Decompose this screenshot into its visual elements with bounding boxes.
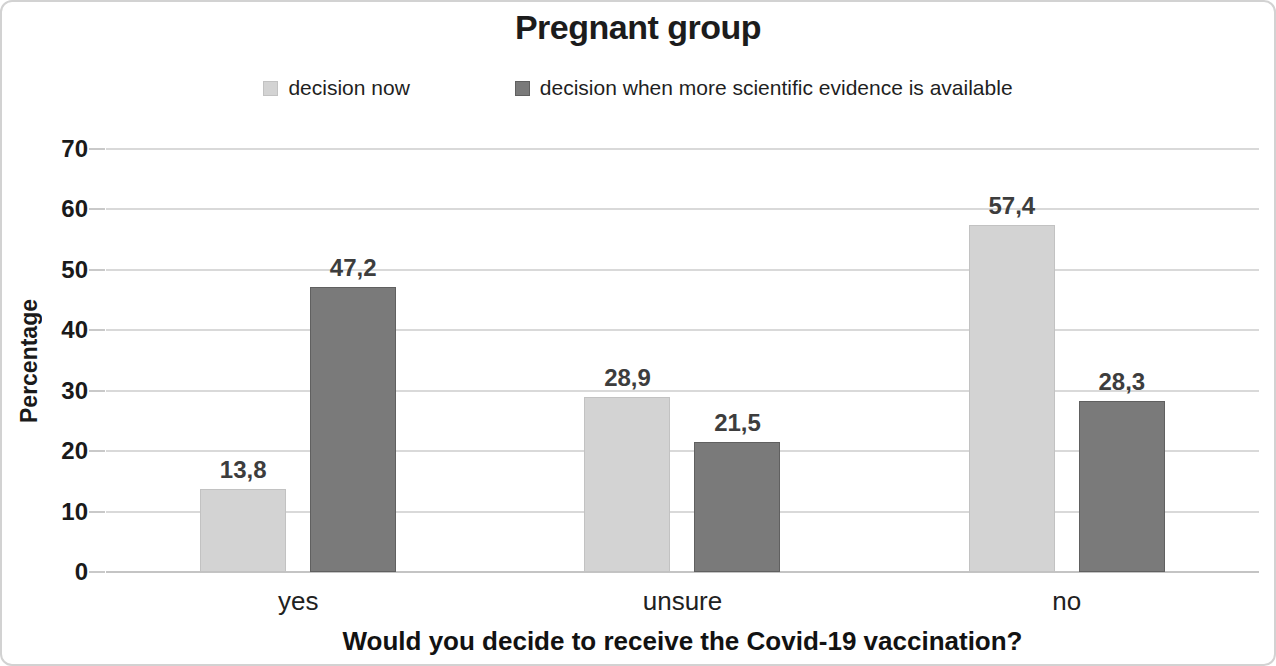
y-tick — [89, 329, 105, 331]
category-label-no: no — [875, 588, 1259, 614]
y-tick-label: 0 — [75, 560, 88, 584]
category-label-unsure: unsure — [490, 588, 874, 614]
category-label-yes: yes — [106, 588, 490, 614]
bar-wrap: 21,5 — [694, 442, 780, 572]
category-group-no: 57,4 28,3 — [875, 149, 1259, 572]
bar-wrap: 28,3 — [1079, 401, 1165, 572]
bar-no-series-0 — [969, 225, 1055, 572]
chart-title: Pregnant group — [2, 8, 1274, 47]
y-tick-label: 50 — [61, 258, 88, 282]
y-tick-label: 70 — [61, 137, 88, 161]
data-label-no-series-1: 28,3 — [1098, 370, 1145, 394]
bar-wrap: 28,9 — [584, 397, 670, 572]
y-tick — [89, 390, 105, 392]
y-tick — [89, 450, 105, 452]
data-label-yes-series-1: 47,2 — [330, 256, 377, 280]
y-tick — [89, 571, 105, 573]
bar-yes-series-1 — [310, 287, 396, 572]
category-group-yes: 13,8 47,2 — [106, 149, 490, 572]
y-tick — [89, 208, 105, 210]
bar-no-series-1 — [1079, 401, 1165, 572]
bar-unsure-series-0 — [584, 397, 670, 572]
bar-unsure-series-1 — [694, 442, 780, 572]
plot-area: 010203040506070yes13,847,2unsure28,921,5… — [106, 149, 1259, 572]
x-axis-title: Would you decide to receive the Covid-19… — [106, 628, 1259, 654]
category-group-unsure: 28,9 21,5 — [490, 149, 874, 572]
chart-card: Pregnant group decision now decision whe… — [0, 0, 1276, 666]
legend-swatch-light-icon — [263, 81, 278, 96]
y-axis-title: Percentage — [12, 149, 46, 572]
legend-label-decision-now: decision now — [288, 76, 409, 100]
y-tick — [89, 511, 105, 513]
y-tick — [89, 148, 105, 150]
legend-item-decision-now: decision now — [263, 76, 409, 100]
bar-yes-series-0 — [200, 489, 286, 572]
bar-wrap: 57,4 — [969, 225, 1055, 572]
y-tick — [89, 269, 105, 271]
y-tick-label: 10 — [61, 500, 88, 524]
y-tick-label: 30 — [61, 379, 88, 403]
data-label-unsure-series-0: 28,9 — [604, 366, 651, 390]
y-tick-label: 40 — [61, 318, 88, 342]
data-label-yes-series-0: 13,8 — [220, 458, 267, 482]
legend-swatch-dark-icon — [515, 81, 530, 96]
y-tick-label: 60 — [61, 197, 88, 221]
legend-item-more-evidence: decision when more scientific evidence i… — [515, 76, 1013, 100]
legend-label-more-evidence: decision when more scientific evidence i… — [540, 76, 1013, 100]
data-label-no-series-0: 57,4 — [988, 194, 1035, 218]
bar-wrap: 47,2 — [310, 287, 396, 572]
bar-wrap: 13,8 — [200, 489, 286, 572]
y-tick-label: 20 — [61, 439, 88, 463]
legend: decision now decision when more scientif… — [2, 76, 1274, 100]
data-label-unsure-series-1: 21,5 — [714, 411, 761, 435]
